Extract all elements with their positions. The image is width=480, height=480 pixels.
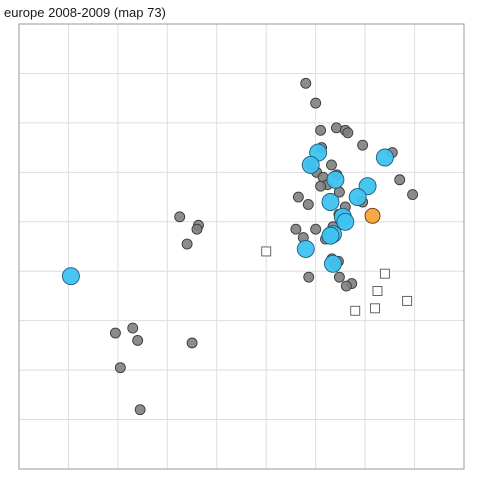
chart-title: europe 2008-2009 (map 73) bbox=[4, 5, 166, 20]
data-point-circle bbox=[132, 334, 144, 346]
data-point-square bbox=[350, 305, 361, 316]
data-point-circle bbox=[61, 267, 80, 286]
data-point-circle bbox=[181, 238, 193, 250]
data-point-circle bbox=[174, 211, 186, 223]
data-point-circle bbox=[364, 207, 381, 224]
data-point-circle bbox=[127, 322, 139, 334]
data-point-circle bbox=[186, 337, 198, 349]
data-point-circle bbox=[375, 148, 394, 167]
data-point-circle bbox=[315, 124, 327, 136]
data-point-circle bbox=[321, 226, 340, 245]
data-point-circle bbox=[330, 122, 342, 134]
data-point-circle bbox=[357, 139, 369, 151]
data-point-square bbox=[379, 268, 390, 279]
data-point-square bbox=[402, 295, 413, 306]
data-point-circle bbox=[109, 327, 121, 339]
data-point-circle bbox=[326, 159, 337, 171]
data-point-circle bbox=[333, 271, 345, 283]
gridlines bbox=[19, 24, 464, 469]
data-point-circle bbox=[134, 404, 146, 416]
data-point-circle bbox=[336, 212, 355, 231]
data-point-circle bbox=[300, 77, 312, 89]
data-point-circle bbox=[340, 280, 352, 292]
data-point-circle bbox=[302, 199, 314, 210]
data-point-square bbox=[372, 286, 383, 296]
data-point-circle bbox=[310, 223, 322, 235]
data-point-square bbox=[261, 246, 272, 257]
data-points bbox=[61, 77, 419, 416]
data-point-circle bbox=[114, 362, 126, 374]
data-point-circle bbox=[342, 127, 354, 139]
data-point-circle bbox=[296, 240, 315, 258]
data-point-circle bbox=[321, 193, 340, 211]
data-point-circle bbox=[292, 191, 304, 203]
data-point-circle bbox=[310, 97, 322, 109]
data-point-circle bbox=[326, 170, 345, 189]
data-point-circle bbox=[348, 188, 367, 207]
data-point-circle bbox=[191, 223, 203, 235]
data-point-circle bbox=[315, 180, 327, 192]
data-point-circle bbox=[394, 174, 406, 186]
data-point-square bbox=[370, 303, 380, 314]
data-point-circle bbox=[324, 254, 342, 273]
data-point-circle bbox=[303, 271, 315, 283]
data-point-circle bbox=[301, 155, 320, 174]
panel-border bbox=[18, 23, 465, 470]
data-point-circle bbox=[290, 223, 302, 235]
data-point-circle bbox=[407, 189, 419, 201]
